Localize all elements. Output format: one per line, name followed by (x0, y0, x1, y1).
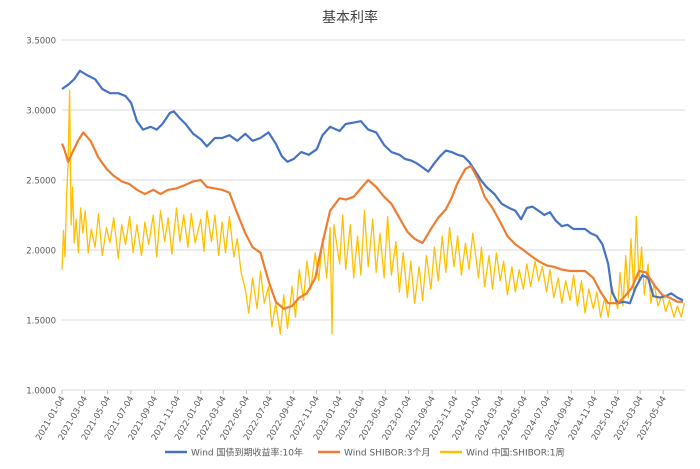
y-axis: 1.0000 1.5000 2.0000 2.5000 3.0000 3.5000 (26, 37, 56, 397)
y-tick-label: 3.0000 (26, 107, 56, 117)
legend-label: Wind 中国:SHIBOR:1周 (466, 447, 564, 459)
x-axis: 2021-01-042021-03-042021-05-042021-07-04… (34, 390, 669, 442)
gridlines (62, 39, 685, 391)
series-line-0 (61, 69, 684, 305)
series-line-2 (61, 89, 685, 335)
y-tick-label: 2.0000 (26, 247, 56, 257)
chart-title: 基本利率 (322, 9, 378, 26)
y-tick-label: 1.5000 (26, 317, 56, 327)
y-tick-label: 2.5000 (26, 177, 56, 187)
series-lines (60, 69, 685, 335)
legend-label: Wind 国债到期收益率:10年 (191, 447, 303, 459)
legend-label: Wind SHIBOR:3个月 (344, 448, 430, 459)
y-tick-label: 3.5000 (26, 37, 56, 47)
legend: Wind 国债到期收益率:10年 Wind SHIBOR:3个月 Wind 中国:S… (165, 447, 564, 459)
y-tick-label: 1.0000 (26, 387, 56, 397)
series-line-1 (60, 131, 684, 310)
